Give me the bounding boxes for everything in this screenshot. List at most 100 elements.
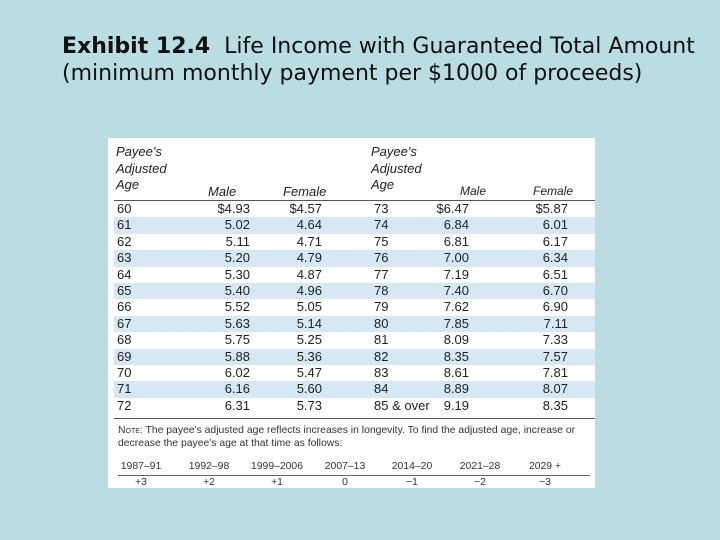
age-cell: 84 <box>322 381 430 398</box>
adjustment-period: 1987–91 <box>120 461 162 472</box>
table-row: 64 5.30 4.87 77 7.19 6.51 <box>114 267 595 283</box>
age-cell: 83 <box>374 365 389 381</box>
female-payment-cell: 6.17 <box>542 233 568 249</box>
female-header-right: Female <box>533 184 574 198</box>
adjustment-value: −2 <box>474 477 486 488</box>
male-payment-cell: $4.93 <box>217 201 250 216</box>
age-cell: 77 <box>374 266 389 282</box>
male-payment-cell: 8.89 <box>430 381 469 398</box>
table-note: Note: The payee's adjusted age reflects … <box>118 424 588 450</box>
table-row: 60 $4.93 $4.57 73 $6.47 $5.87 <box>114 201 595 217</box>
adjustment-period: 2007–13 <box>324 461 366 472</box>
age-cell: 60 <box>117 201 132 216</box>
age-cell: 63 <box>114 250 203 267</box>
male-payment-cell: 8.09 <box>443 332 469 348</box>
table-row: 72 6.31 5.73 85 & over 9.19 8.35 <box>114 398 595 414</box>
table-row: 66 5.52 5.05 79 7.62 6.90 <box>114 299 595 315</box>
adjustment-period: 2014–20 <box>391 461 433 472</box>
female-payment-cell: 5.05 <box>296 299 322 315</box>
female-payment-cell: 7.81 <box>542 365 568 381</box>
adjustment-value: +2 <box>203 477 215 488</box>
male-payment-cell: 7.19 <box>443 266 469 282</box>
male-payment-cell: 5.20 <box>203 250 250 267</box>
female-payment-cell: 5.25 <box>296 332 322 348</box>
female-payment-cell: 4.96 <box>250 283 322 300</box>
male-payment-cell: 5.11 <box>225 233 250 249</box>
male-payment-cell: 7.00 <box>430 250 469 267</box>
male-payment-cell: 6.84 <box>430 217 469 234</box>
note-label: Note: <box>118 425 143 436</box>
age-cell: 76 <box>322 250 430 267</box>
age-header-line: Adjusted <box>371 160 422 176</box>
age-cell: 67 <box>114 315 203 333</box>
male-payment-cell: $6.47 <box>436 201 469 216</box>
age-cell: 81 <box>374 332 389 348</box>
female-payment-cell: 5.47 <box>296 365 322 381</box>
male-payment-cell: 8.35 <box>430 348 469 366</box>
age-cell: 66 <box>117 299 132 315</box>
female-payment-cell: 5.36 <box>250 348 322 366</box>
age-cell: 68 <box>117 332 132 348</box>
adjustment-value: +3 <box>135 477 147 488</box>
male-payment-cell: 5.88 <box>203 348 250 366</box>
age-cell: 80 <box>322 315 430 333</box>
note-text: The payee's adjusted age reflects increa… <box>118 425 576 449</box>
female-payment-cell: 6.34 <box>469 250 595 267</box>
age-cell: 71 <box>114 381 203 398</box>
age-header-line: Payee's <box>371 144 417 159</box>
age-cell: 64 <box>117 266 132 282</box>
male-payment-cell: 6.31 <box>224 397 250 413</box>
table-header: Payee's Adjusted Age Male Female Payee's… <box>108 144 595 200</box>
adjustment-period: 1992–98 <box>188 461 230 472</box>
table-row: 61 5.02 4.64 74 6.84 6.01 <box>114 217 595 234</box>
age-header-left: Payee's Adjusted Age <box>116 144 167 194</box>
female-payment-cell: 7.57 <box>469 348 595 366</box>
female-payment-cell: 4.79 <box>250 250 322 267</box>
female-payment-cell: 7.33 <box>542 332 568 348</box>
male-payment-cell: 9.19 <box>443 397 469 413</box>
age-cell: 85 & over <box>374 397 430 413</box>
female-payment-cell: 6.70 <box>469 283 595 300</box>
header-rule <box>114 200 595 201</box>
age-cell: 82 <box>322 348 430 366</box>
exhibit-title: Life Income with Guaranteed Total Amount… <box>62 34 695 86</box>
age-cell: 72 <box>117 397 132 413</box>
female-payment-cell: 8.35 <box>542 397 568 413</box>
table-row: 67 5.63 5.14 80 7.85 7.11 <box>114 315 595 333</box>
adjustment-value: −3 <box>539 477 551 488</box>
age-header-line: Age <box>116 177 140 192</box>
age-cell: 78 <box>322 283 430 300</box>
female-payment-cell: 5.60 <box>250 381 322 398</box>
table-row: 65 5.40 4.96 78 7.40 6.70 <box>114 283 595 300</box>
table-row: 69 5.88 5.36 82 8.35 7.57 <box>114 348 595 366</box>
table-row: 63 5.20 4.79 76 7.00 6.34 <box>114 250 595 267</box>
age-header-right: Payee's Adjusted Age <box>371 144 422 194</box>
female-payment-cell: 6.51 <box>542 266 568 282</box>
male-payment-cell: 5.30 <box>224 266 250 282</box>
male-payment-cell: 8.61 <box>443 365 469 381</box>
female-payment-cell: 7.11 <box>469 315 595 333</box>
male-payment-cell: 6.02 <box>224 365 250 381</box>
table-row: 70 6.02 5.47 83 8.61 7.81 <box>114 365 595 381</box>
adjustment-value: −1 <box>406 477 418 488</box>
age-header-line: Age <box>371 177 395 192</box>
female-header-left: Female <box>283 184 327 199</box>
female-payment-cell: 6.01 <box>469 217 595 234</box>
male-payment-cell: 5.75 <box>224 332 250 348</box>
table-row: 71 6.16 5.60 84 8.89 8.07 <box>114 381 595 398</box>
male-payment-cell: 5.40 <box>203 283 250 300</box>
male-payment-cell: 6.16 <box>203 381 250 398</box>
table-row: 68 5.75 5.25 81 8.09 7.33 <box>114 332 595 348</box>
adjustment-rule <box>118 475 590 476</box>
life-income-table-card: Payee's Adjusted Age Male Female Payee's… <box>108 138 595 488</box>
female-payment-cell: 4.64 <box>250 217 322 234</box>
age-cell: 70 <box>117 365 132 381</box>
payment-table: 60 $4.93 $4.57 73 $6.47 $5.87 61 5.02 4.64 74 6.84… <box>114 201 595 414</box>
age-cell: 75 <box>374 233 389 249</box>
payment-table-body: 60 $4.93 $4.57 73 $6.47 $5.87 61 5.02 4.64 74 6.84… <box>114 201 595 414</box>
table-row: 62 5.11 4.71 75 6.81 6.17 <box>114 234 595 250</box>
male-payment-cell: 5.63 <box>203 315 250 333</box>
age-header-line: Payee's <box>116 144 162 159</box>
age-cell: 69 <box>114 348 203 366</box>
male-payment-cell: 5.02 <box>203 217 250 234</box>
